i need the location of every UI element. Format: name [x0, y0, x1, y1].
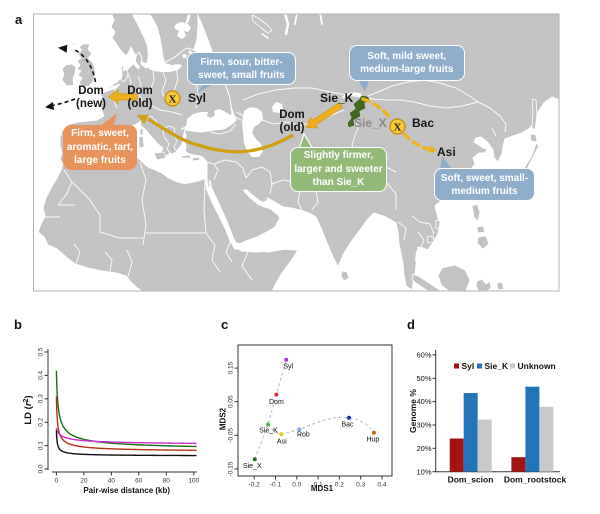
svg-text:MDS2: MDS2 — [219, 407, 228, 430]
svg-text:0.05: 0.05 — [228, 395, 235, 408]
svg-text:Rob: Rob — [297, 431, 310, 438]
svg-text:MDS1: MDS1 — [311, 484, 334, 493]
svg-text:Sie_K: Sie_K — [485, 361, 509, 371]
svg-text:60%: 60% — [416, 351, 431, 360]
svg-text:20%: 20% — [416, 444, 431, 453]
svg-text:60: 60 — [135, 478, 143, 485]
svg-text:-0.2: -0.2 — [249, 482, 261, 489]
svg-text:0.1: 0.1 — [38, 441, 45, 450]
svg-text:Unknown: Unknown — [518, 361, 556, 371]
svg-text:0.4: 0.4 — [38, 371, 45, 380]
svg-text:40%: 40% — [416, 397, 431, 406]
svg-text:X: X — [169, 94, 177, 106]
svg-text:50%: 50% — [416, 374, 431, 383]
svg-text:Genome %: Genome % — [408, 389, 418, 433]
svg-text:Syl: Syl — [462, 361, 475, 371]
svg-text:0: 0 — [55, 478, 59, 485]
svg-text:-0.05: -0.05 — [228, 428, 235, 443]
svg-text:Hup: Hup — [366, 437, 379, 444]
svg-text:0.2: 0.2 — [38, 417, 45, 426]
svg-text:-0.15: -0.15 — [228, 461, 235, 476]
svg-text:LD (r2): LD (r2) — [23, 395, 34, 424]
svg-text:Bac: Bac — [341, 421, 354, 428]
svg-text:0.3: 0.3 — [356, 482, 365, 489]
svg-text:0.0: 0.0 — [292, 482, 301, 489]
svg-text:100: 100 — [188, 478, 199, 485]
svg-text:0.1: 0.1 — [314, 482, 323, 489]
svg-text:-0.1: -0.1 — [270, 482, 282, 489]
svg-text:Sie_X: Sie_X — [243, 463, 262, 470]
svg-text:80: 80 — [163, 478, 171, 485]
svg-text:0.0: 0.0 — [38, 464, 45, 473]
svg-text:Syl: Syl — [283, 364, 293, 371]
svg-text:Sie_K: Sie_K — [259, 428, 278, 435]
svg-text:0.2: 0.2 — [335, 482, 344, 489]
svg-text:Pair-wise distance (kb): Pair-wise distance (kb) — [83, 486, 170, 495]
svg-text:0.5: 0.5 — [38, 347, 45, 356]
svg-text:Dom: Dom — [269, 399, 284, 406]
svg-text:X: X — [394, 122, 402, 134]
svg-text:0.15: 0.15 — [228, 361, 235, 374]
svg-text:Asi: Asi — [277, 438, 287, 445]
svg-text:10%: 10% — [416, 467, 431, 476]
svg-text:Dom_rootstock: Dom_rootstock — [504, 475, 567, 485]
svg-text:0.4: 0.4 — [377, 482, 386, 489]
svg-text:0.3: 0.3 — [38, 394, 45, 403]
svg-text:30%: 30% — [416, 421, 431, 430]
svg-text:40: 40 — [108, 478, 116, 485]
svg-text:20: 20 — [80, 478, 88, 485]
svg-text:Dom_scion: Dom_scion — [448, 475, 494, 485]
